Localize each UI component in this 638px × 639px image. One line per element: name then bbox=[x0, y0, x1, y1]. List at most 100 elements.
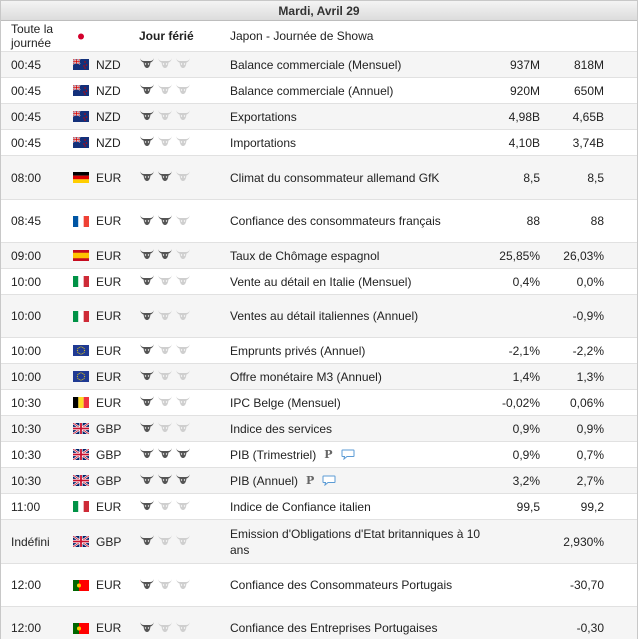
event-name[interactable]: Ventes au détail italiennes (Annuel) bbox=[230, 295, 492, 337]
actual-value bbox=[460, 520, 540, 563]
country-flag-icon bbox=[73, 78, 91, 103]
bull-icon bbox=[175, 395, 191, 410]
event-name[interactable]: Offre monétaire M3 (Annuel) bbox=[230, 364, 492, 389]
event-row[interactable]: 09:00 EUR Taux de Chômage espagnol 25,85% 26… bbox=[1, 243, 637, 269]
event-label[interactable]: Exportations bbox=[230, 109, 297, 124]
forecast-value: -0,30 bbox=[576, 621, 604, 635]
event-row[interactable]: 10:30 EUR IPC Belge (Mensuel) -0,02% 0,06% bbox=[1, 390, 637, 416]
importance-indicator bbox=[139, 364, 199, 389]
event-row[interactable]: 10:30 GBP PIB (Annuel) P 3,2% 2,7% bbox=[1, 468, 637, 494]
event-row[interactable]: 10:00 EUR Vente au détail en Italie (Mensu… bbox=[1, 269, 637, 295]
event-row[interactable]: 12:00 EUR Confiance des Consommateurs Port… bbox=[1, 564, 637, 607]
event-label[interactable]: Importations bbox=[230, 135, 297, 150]
event-label[interactable]: Ventes au détail italiennes (Annuel) bbox=[230, 309, 419, 323]
event-name[interactable]: Emprunts privés (Annuel) bbox=[230, 338, 492, 363]
event-label[interactable]: Balance commerciale (Annuel) bbox=[230, 83, 394, 98]
event-time: 08:00 bbox=[11, 170, 42, 185]
importance-indicator bbox=[139, 442, 199, 467]
event-name[interactable]: Taux de Chômage espagnol bbox=[230, 243, 492, 268]
event-label[interactable]: Balance commerciale (Mensuel) bbox=[230, 57, 402, 72]
event-row[interactable]: 10:00 EUR Emprunts privés (Annuel) -2,1% -2,… bbox=[1, 338, 637, 364]
actual-value: 25,85% bbox=[499, 248, 540, 263]
actual-value: 3,2% bbox=[512, 473, 540, 488]
country-flag-icon bbox=[73, 156, 91, 199]
bull-icon bbox=[175, 83, 191, 98]
bull-icon bbox=[157, 248, 173, 263]
event-name[interactable]: Vente au détail en Italie (Mensuel) bbox=[230, 269, 492, 294]
event-time: 08:45 bbox=[11, 214, 42, 228]
event-time: 10:00 bbox=[11, 309, 42, 323]
event-label[interactable]: Emprunts privés (Annuel) bbox=[230, 343, 366, 358]
currency-code: EUR bbox=[96, 369, 122, 384]
event-name[interactable]: Japon - Journée de Showa bbox=[230, 21, 492, 51]
event-label[interactable]: Emission d'Obligations d'Etat britanniqu… bbox=[230, 526, 481, 557]
country-flag-icon bbox=[73, 200, 91, 242]
event-name[interactable]: PIB (Trimestriel) P bbox=[230, 442, 492, 467]
event-label[interactable]: Confiance des Entreprises Portugaises bbox=[230, 621, 438, 635]
event-time: 11:00 bbox=[11, 499, 41, 514]
bull-icon bbox=[139, 473, 155, 488]
bull-icon bbox=[157, 274, 173, 289]
event-label[interactable]: Vente au détail en Italie (Mensuel) bbox=[230, 274, 412, 289]
event-name[interactable]: Importations bbox=[230, 130, 492, 155]
event-row[interactable]: 10:00 EUR Offre monétaire M3 (Annuel) 1,4% 1… bbox=[1, 364, 637, 390]
event-label[interactable]: Climat du consommateur allemand GfK bbox=[230, 170, 440, 185]
event-row[interactable]: 00:45 NZD Exportations 4,98B 4,65B bbox=[1, 104, 637, 130]
event-time: 10:00 bbox=[11, 343, 42, 358]
importance-indicator bbox=[139, 416, 199, 441]
event-time: Indéfini bbox=[11, 534, 50, 549]
bull-icon bbox=[139, 395, 155, 410]
event-name[interactable]: PIB (Annuel) P bbox=[230, 468, 492, 493]
bull-icon bbox=[157, 395, 173, 410]
event-name[interactable]: Confiance des Entreprises Portugaises bbox=[230, 607, 492, 639]
bull-icon bbox=[139, 170, 155, 185]
event-row[interactable]: Indéfini GBP Emission d'Obligations d'Etat… bbox=[1, 520, 637, 564]
event-label[interactable]: PIB (Trimestriel) bbox=[230, 447, 317, 462]
event-label[interactable]: Indice des services bbox=[230, 421, 333, 436]
event-time: 00:45 bbox=[11, 135, 42, 150]
event-row[interactable]: 10:00 EUR Ventes au détail italiennes (Ann… bbox=[1, 295, 637, 338]
event-label[interactable]: IPC Belge (Mensuel) bbox=[230, 395, 341, 410]
comment-bubble-icon[interactable] bbox=[322, 475, 336, 486]
currency-code: EUR bbox=[96, 248, 122, 263]
event-label[interactable]: Japon - Journée de Showa bbox=[230, 29, 374, 43]
event-name[interactable]: Indice des services bbox=[230, 416, 492, 441]
event-list: Toute la journée Jour férié Japon - Journé… bbox=[1, 21, 637, 639]
event-label[interactable]: Taux de Chômage espagnol bbox=[230, 248, 380, 263]
event-row[interactable]: 08:00 EUR Climat du consommateur allemand … bbox=[1, 156, 637, 200]
bull-icon bbox=[157, 473, 173, 488]
event-row[interactable]: Toute la journée Jour férié Japon - Journé… bbox=[1, 21, 637, 52]
bull-icon bbox=[175, 621, 191, 636]
event-label[interactable]: PIB (Annuel) bbox=[230, 473, 299, 488]
event-row[interactable]: 10:30 GBP PIB (Trimestriel) P 0,9% 0,7% bbox=[1, 442, 637, 468]
event-name[interactable]: Balance commerciale (Annuel) bbox=[230, 78, 492, 103]
event-row[interactable]: 00:45 NZD Balance commerciale (Mensuel) 937… bbox=[1, 52, 637, 78]
country-flag-icon bbox=[73, 269, 91, 294]
event-time: 10:30 bbox=[11, 447, 42, 462]
forecast-value bbox=[544, 21, 604, 51]
event-row[interactable]: 00:45 NZD Balance commerciale (Annuel) 920M… bbox=[1, 78, 637, 104]
event-label[interactable]: Offre monétaire M3 (Annuel) bbox=[230, 369, 382, 384]
event-row[interactable]: 10:30 GBP Indice des services 0,9% 0,9% bbox=[1, 416, 637, 442]
event-name[interactable]: Climat du consommateur allemand GfK bbox=[230, 156, 492, 199]
event-name[interactable]: IPC Belge (Mensuel) bbox=[230, 390, 492, 415]
event-name[interactable]: Balance commerciale (Mensuel) bbox=[230, 52, 492, 77]
event-label[interactable]: Indice de Confiance italien bbox=[230, 499, 371, 514]
bull-icon bbox=[139, 369, 155, 384]
event-label[interactable]: Confiance des consommateurs français bbox=[230, 214, 441, 228]
event-name[interactable]: Indice de Confiance italien bbox=[230, 494, 492, 519]
importance-indicator bbox=[139, 607, 199, 639]
event-name[interactable]: Confiance des Consommateurs Portugais bbox=[230, 564, 492, 606]
event-row[interactable]: 08:45 EUR Confiance des consommateurs fran… bbox=[1, 200, 637, 243]
actual-value: -2,1% bbox=[508, 343, 540, 358]
event-name[interactable]: Emission d'Obligations d'Etat britanniqu… bbox=[230, 520, 492, 563]
event-name[interactable]: Exportations bbox=[230, 104, 492, 129]
event-label[interactable]: Confiance des Consommateurs Portugais bbox=[230, 578, 453, 592]
event-row[interactable]: 12:00 EUR Confiance des Entreprises Portug… bbox=[1, 607, 637, 639]
importance-indicator bbox=[139, 494, 199, 519]
event-row[interactable]: 11:00 EUR Indice de Confiance italien 99,5 9… bbox=[1, 494, 637, 520]
comment-bubble-icon[interactable] bbox=[341, 449, 355, 460]
event-name[interactable]: Confiance des consommateurs français bbox=[230, 200, 492, 242]
event-row[interactable]: 00:45 NZD Importations 4,10B 3,74B bbox=[1, 130, 637, 156]
day-header: Mardi, Avril 29 bbox=[1, 0, 637, 21]
